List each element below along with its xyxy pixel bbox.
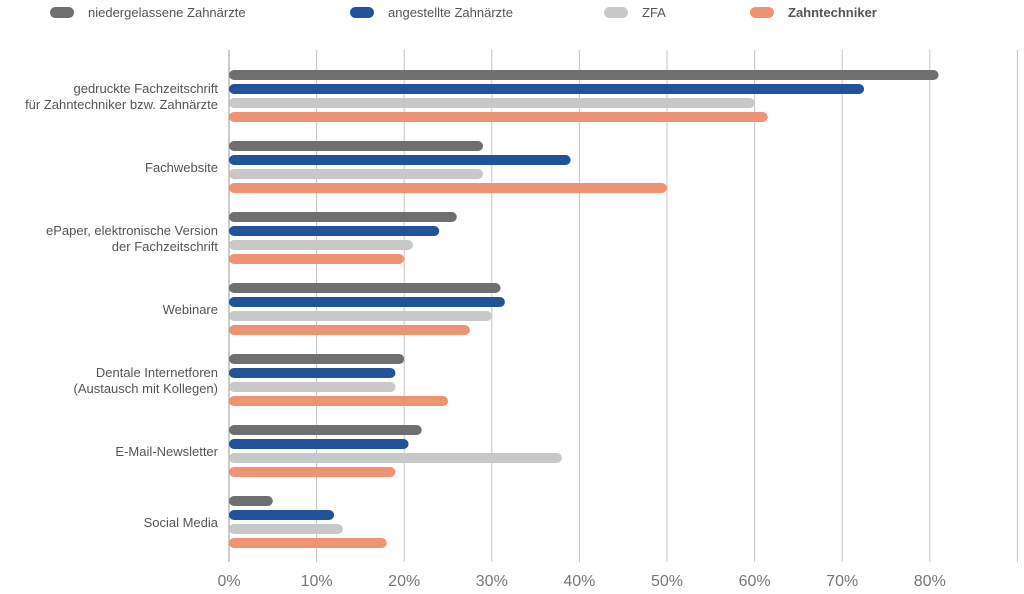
bar <box>229 226 440 236</box>
legend-label: niedergelassene Zahnärzte <box>88 5 246 20</box>
bar <box>229 524 343 534</box>
x-tick-label: 70% <box>826 573 858 590</box>
bar <box>229 155 571 165</box>
bar <box>229 467 396 477</box>
bar <box>229 254 405 264</box>
category-label: der Fachzeitschrift <box>112 239 219 254</box>
bar <box>229 368 396 378</box>
bar <box>229 169 484 179</box>
bar <box>229 84 865 94</box>
bar <box>229 297 505 307</box>
bar <box>229 425 422 435</box>
bar <box>229 325 470 335</box>
x-tick-label: 0% <box>217 573 240 590</box>
bar <box>229 496 273 506</box>
category-label: Dentale Internetforen <box>96 365 218 380</box>
legend-label: angestellte Zahnärzte <box>388 5 513 20</box>
bar <box>229 283 501 293</box>
bar <box>229 240 413 250</box>
bar <box>229 439 409 449</box>
x-tick-label: 30% <box>476 573 508 590</box>
x-tick-label: 10% <box>301 573 333 590</box>
bar <box>229 70 939 80</box>
bar <box>229 311 492 321</box>
bar <box>229 212 457 222</box>
bar <box>229 510 335 520</box>
bar <box>229 538 387 548</box>
bar <box>229 183 667 193</box>
bar <box>229 396 448 406</box>
category-label: (Austausch mit Kollegen) <box>73 381 218 396</box>
legend-marker <box>350 7 374 18</box>
x-tick-label: 40% <box>563 573 595 590</box>
bar <box>229 453 562 463</box>
bar <box>229 112 768 122</box>
bar <box>229 141 484 151</box>
category-label: gedruckte Fachzeitschrift <box>73 81 218 96</box>
category-label: für Zahntechniker bzw. Zahnärzte <box>25 97 218 112</box>
x-tick-label: 60% <box>739 573 771 590</box>
x-tick-label: 80% <box>914 573 946 590</box>
category-label: Fachwebsite <box>145 160 218 175</box>
category-label: Social Media <box>144 515 219 530</box>
category-label: Webinare <box>163 302 218 317</box>
legend-label: Zahntechniker <box>788 5 877 20</box>
x-tick-label: 20% <box>388 573 420 590</box>
bar <box>229 98 755 108</box>
bar <box>229 382 396 392</box>
legend-marker <box>604 7 628 18</box>
bar <box>229 354 405 364</box>
x-tick-label: 50% <box>651 573 683 590</box>
legend-label: ZFA <box>642 5 666 20</box>
legend-marker <box>750 7 774 18</box>
legend-marker <box>50 7 74 18</box>
category-label: ePaper, elektronische Version <box>46 223 218 238</box>
category-label: E-Mail-Newsletter <box>115 444 218 459</box>
